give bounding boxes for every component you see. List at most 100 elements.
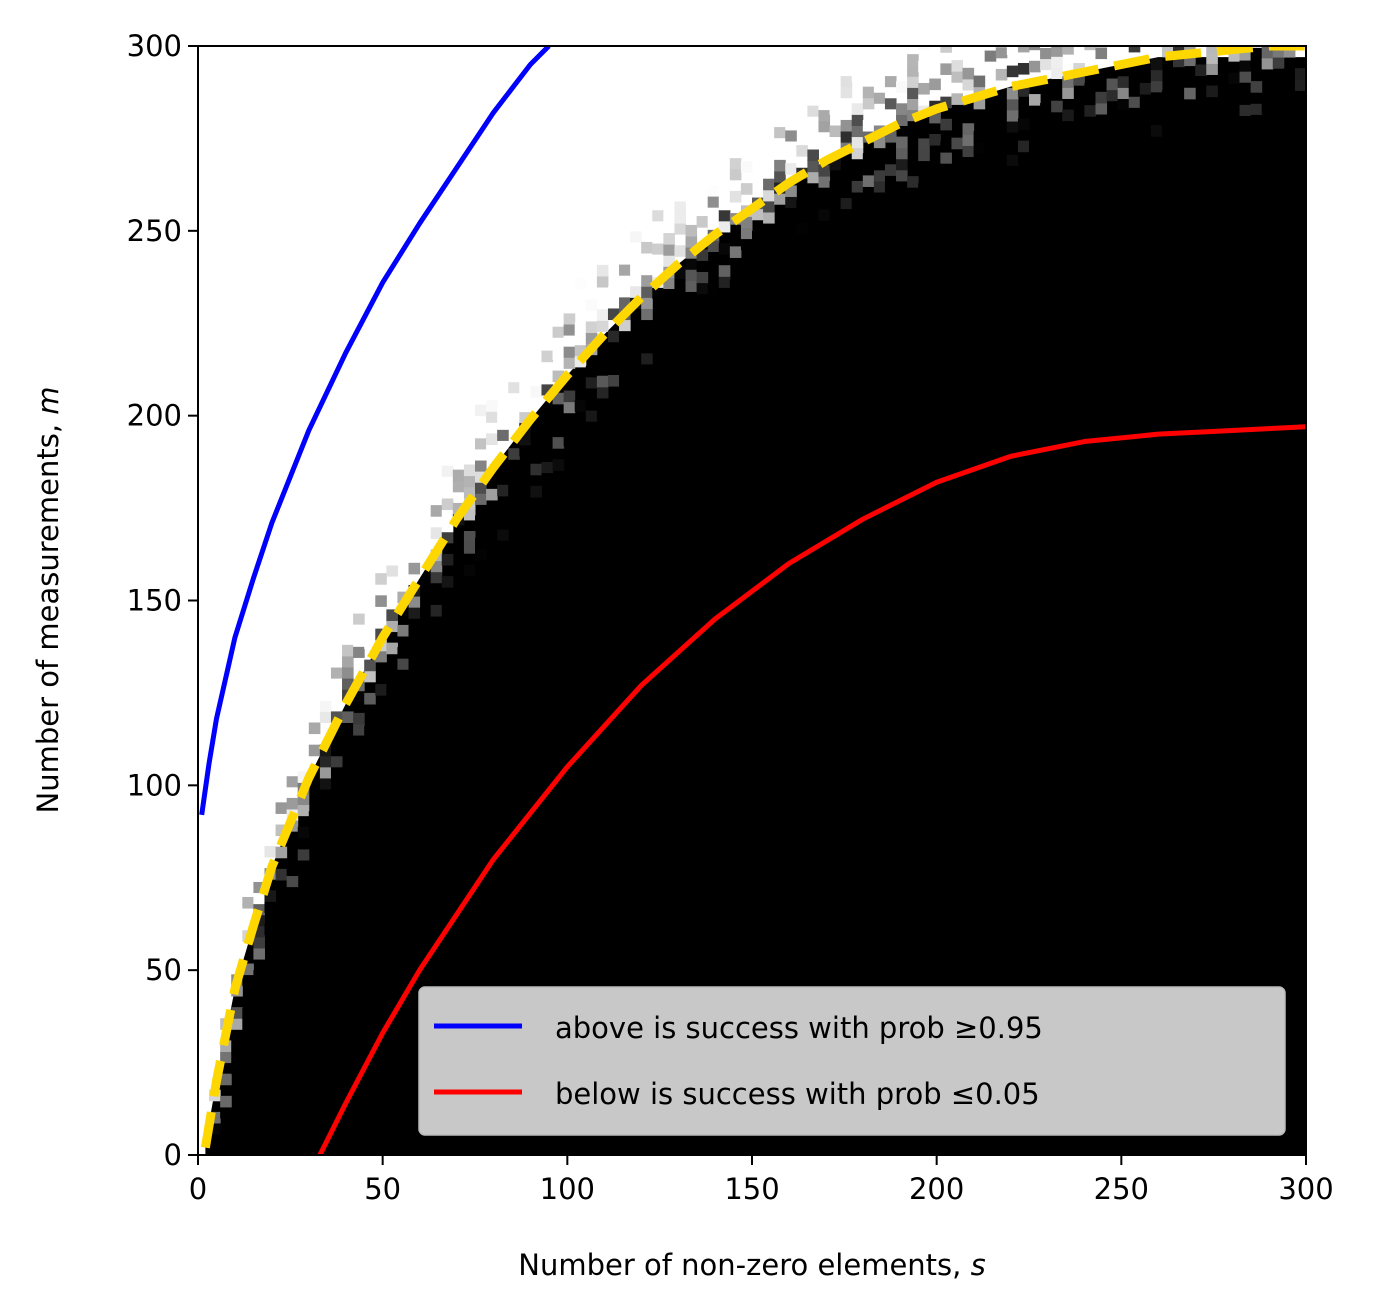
heatmap-cell bbox=[807, 160, 819, 173]
heatmap-cell bbox=[530, 463, 542, 476]
heatmap-cell bbox=[752, 119, 764, 132]
heatmap-cell bbox=[718, 265, 731, 277]
heatmap-cell bbox=[1006, 109, 1019, 122]
y-tick-label: 250 bbox=[127, 214, 182, 248]
heatmap-cell bbox=[619, 319, 631, 332]
heatmap-cell bbox=[596, 275, 609, 288]
heatmap-cell bbox=[951, 71, 964, 83]
heatmap-cell bbox=[984, 50, 997, 62]
heatmap-cell bbox=[851, 114, 864, 126]
heatmap-cell bbox=[330, 711, 343, 723]
heatmap-cell bbox=[1073, 140, 1085, 153]
heatmap-cell bbox=[330, 777, 343, 790]
heatmap-cell bbox=[342, 733, 354, 746]
heatmap-cell bbox=[220, 1073, 232, 1086]
heatmap-cell bbox=[630, 375, 642, 387]
heatmap-cell bbox=[907, 176, 919, 188]
y-tick-label: 50 bbox=[145, 953, 182, 987]
heatmap-cell bbox=[408, 618, 421, 630]
heatmap-cell bbox=[242, 963, 254, 976]
heatmap-cell bbox=[1084, 46, 1096, 51]
heatmap-cell bbox=[718, 220, 731, 233]
heatmap-cell bbox=[607, 286, 620, 298]
heatmap-cell bbox=[452, 436, 465, 448]
heatmap-cell bbox=[818, 165, 831, 177]
heatmap-cell bbox=[873, 169, 886, 182]
heatmap-cell bbox=[763, 256, 775, 268]
heatmap-cell bbox=[541, 361, 554, 374]
heatmap-cell bbox=[375, 573, 387, 585]
heatmap-cell bbox=[220, 973, 232, 986]
heatmap-cell bbox=[353, 646, 365, 658]
heatmap-cell bbox=[862, 186, 875, 199]
heatmap-cell bbox=[652, 231, 664, 244]
x-tick-label: 200 bbox=[909, 1172, 964, 1206]
heatmap-cell bbox=[685, 313, 698, 326]
heatmap-cell bbox=[940, 96, 952, 109]
heatmap-cell bbox=[807, 149, 819, 162]
heatmap-cell bbox=[519, 411, 531, 424]
heatmap-cell bbox=[1250, 58, 1263, 71]
heatmap-cell bbox=[441, 520, 454, 533]
heatmap-cell bbox=[342, 655, 354, 668]
heatmap-cell bbox=[1062, 109, 1074, 122]
heatmap-cell bbox=[1006, 154, 1019, 166]
heatmap-cell bbox=[829, 103, 842, 115]
heatmap-cell bbox=[574, 400, 587, 412]
heatmap-cell bbox=[541, 350, 554, 363]
heatmap-cell bbox=[231, 1062, 243, 1075]
heatmap-cell bbox=[231, 1051, 243, 1064]
heatmap-cell bbox=[685, 224, 698, 237]
heatmap-cell bbox=[940, 141, 952, 153]
heatmap-cell bbox=[1195, 119, 1207, 132]
heatmap-cell bbox=[1239, 104, 1252, 116]
heatmap-cell bbox=[419, 533, 432, 546]
heatmap-cell bbox=[663, 233, 675, 245]
heatmap-cell bbox=[663, 299, 675, 312]
heatmap-cell bbox=[851, 147, 864, 160]
heatmap-cell bbox=[851, 70, 864, 82]
heatmap-cell bbox=[419, 644, 432, 657]
heatmap-cell bbox=[1184, 54, 1196, 67]
heatmap-cell bbox=[1228, 72, 1241, 84]
heatmap-cell bbox=[707, 218, 720, 230]
heatmap-cell bbox=[297, 771, 310, 783]
heatmap-cell bbox=[430, 471, 443, 484]
heatmap-cell bbox=[696, 216, 709, 228]
heatmap-cell bbox=[907, 54, 919, 66]
heatmap-cell bbox=[652, 198, 664, 211]
heatmap-cell bbox=[1294, 68, 1306, 80]
heatmap-cell bbox=[1206, 118, 1218, 131]
heatmap-cell bbox=[319, 755, 332, 768]
heatmap-cell bbox=[275, 846, 288, 859]
heatmap-cell bbox=[774, 126, 786, 139]
heatmap-cell bbox=[630, 219, 642, 232]
y-tick-label: 300 bbox=[127, 29, 182, 63]
heatmap-cell bbox=[907, 65, 919, 77]
heatmap-cell bbox=[907, 76, 919, 88]
heatmap-cell bbox=[441, 498, 454, 511]
heatmap-cell bbox=[707, 184, 720, 197]
heatmap-cell bbox=[1062, 46, 1074, 55]
heatmap-cell bbox=[663, 277, 675, 290]
heatmap-cell bbox=[774, 259, 786, 272]
heatmap-cell bbox=[408, 662, 421, 675]
x-axis-label: Number of non-zero elements, s bbox=[518, 1248, 985, 1282]
heatmap-cell bbox=[951, 60, 964, 72]
heatmap-cell bbox=[685, 236, 698, 248]
heatmap-cell bbox=[873, 58, 886, 71]
heatmap-cell bbox=[231, 1018, 243, 1030]
heatmap-cell bbox=[851, 136, 864, 149]
heatmap-cell bbox=[253, 870, 265, 882]
heatmap-cell bbox=[497, 418, 509, 430]
heatmap-cell bbox=[1150, 80, 1163, 93]
heatmap-cell bbox=[752, 241, 764, 254]
heatmap-cell bbox=[685, 280, 698, 292]
heatmap-cell bbox=[308, 811, 321, 823]
heatmap-cell bbox=[231, 1007, 243, 1019]
heatmap-cell bbox=[940, 118, 952, 131]
heatmap-cell bbox=[740, 216, 753, 229]
heatmap-cell bbox=[253, 936, 265, 949]
heatmap-cell bbox=[1029, 138, 1041, 151]
